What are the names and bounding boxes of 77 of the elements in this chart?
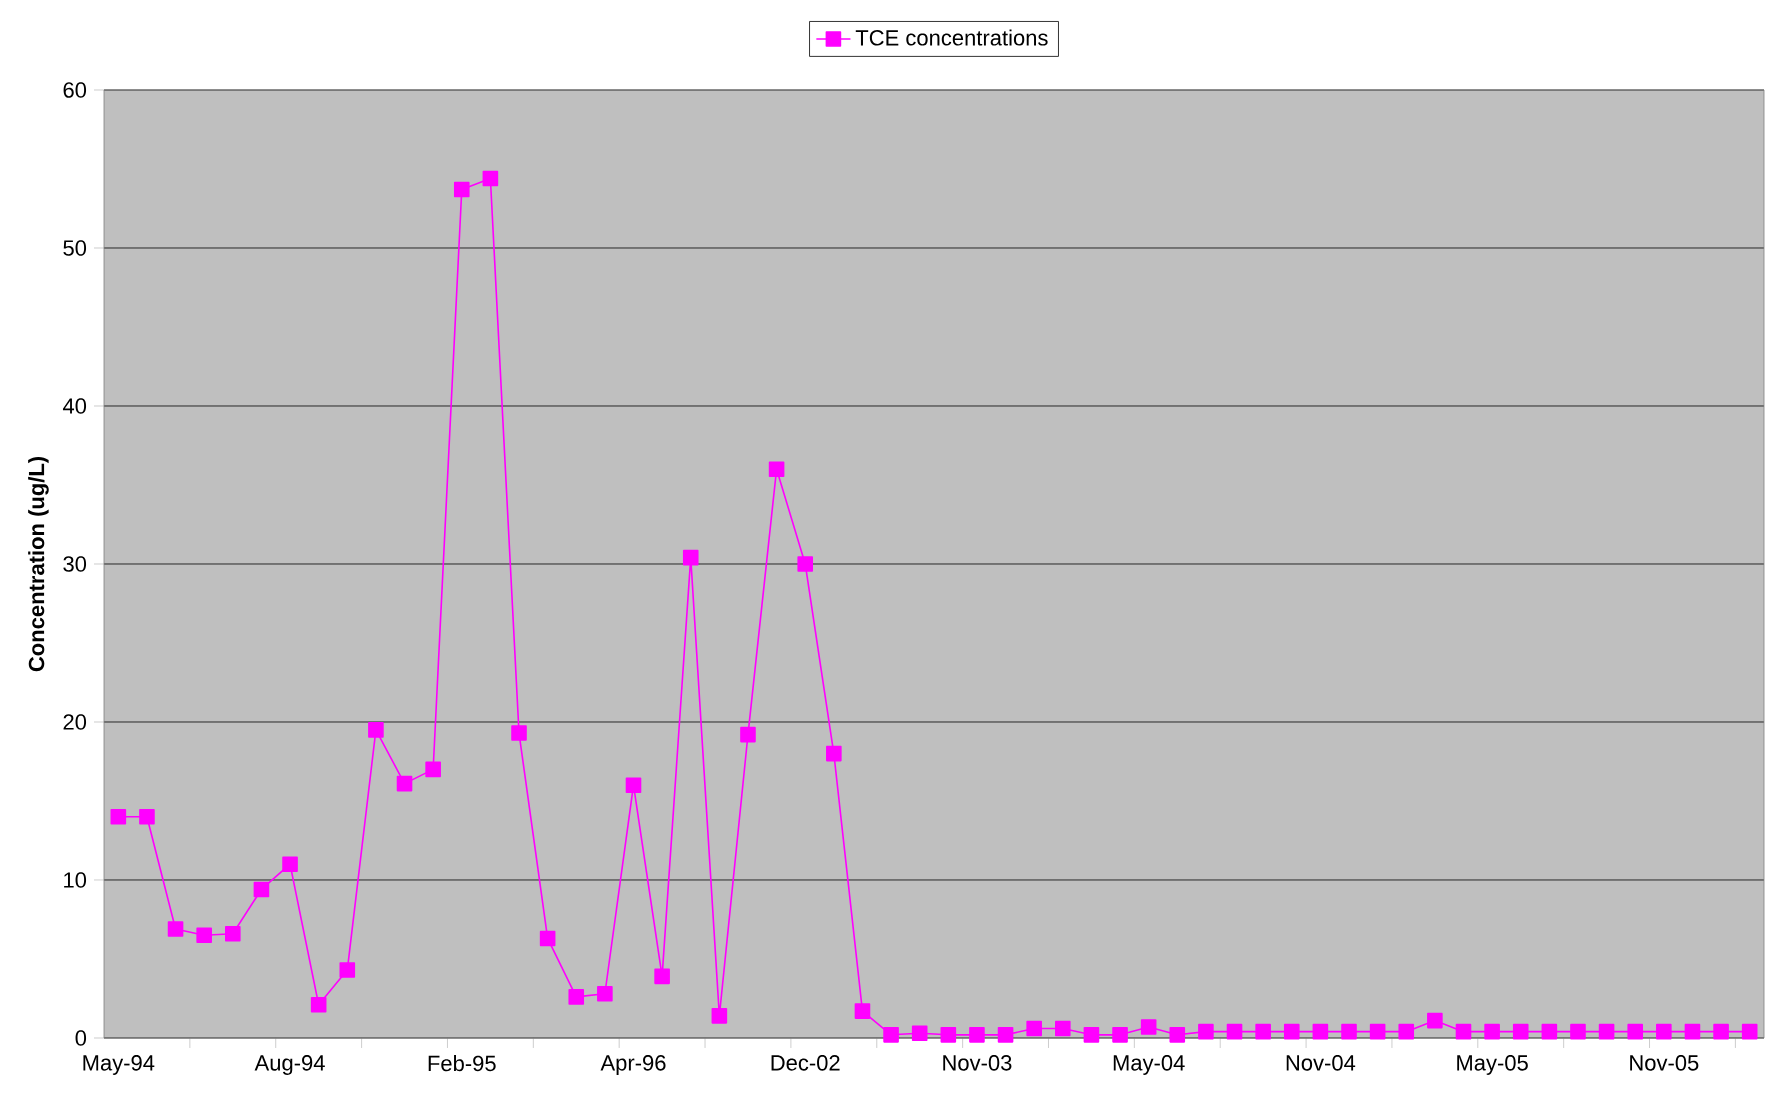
y-tick-label: 20 — [63, 714, 87, 730]
point — [539, 930, 556, 947]
point — [1112, 1027, 1128, 1043]
point — [969, 1027, 985, 1043]
point — [1398, 1023, 1415, 1040]
x-tick-label: Aug-94 — [254, 1055, 325, 1075]
point — [1512, 1023, 1529, 1040]
y-axis-title: Concentration (ug/L) — [28, 456, 49, 672]
point — [1169, 1027, 1186, 1043]
point — [425, 761, 441, 778]
point — [396, 775, 413, 792]
point — [826, 745, 842, 762]
point — [797, 556, 814, 572]
point — [1713, 1023, 1729, 1040]
point — [1226, 1023, 1243, 1040]
point — [1369, 1023, 1386, 1040]
point — [654, 968, 670, 985]
point — [911, 1025, 928, 1042]
point — [854, 1003, 871, 1019]
point — [940, 1027, 957, 1043]
y-tick-label: 40 — [62, 398, 87, 414]
point — [1341, 1023, 1357, 1040]
point — [1598, 1023, 1615, 1040]
point — [1684, 1023, 1701, 1040]
point — [1427, 1012, 1443, 1029]
x-tick-label: May-05 — [1457, 1055, 1528, 1075]
point — [253, 881, 270, 898]
point — [1312, 1023, 1329, 1040]
point — [883, 1027, 899, 1043]
point — [511, 725, 527, 741]
point — [196, 927, 212, 944]
point — [1484, 1023, 1500, 1040]
point — [1026, 1020, 1042, 1037]
y-tick-label: 0 — [75, 1030, 87, 1046]
point — [1570, 1023, 1586, 1040]
point — [1741, 1023, 1758, 1040]
point — [568, 989, 585, 1005]
point — [997, 1027, 1014, 1043]
point — [110, 808, 127, 825]
point — [740, 726, 756, 743]
point — [625, 777, 642, 793]
point — [768, 461, 785, 477]
point — [282, 856, 298, 872]
x-tick-label: Nov-03 — [943, 1055, 1012, 1071]
point — [1083, 1027, 1100, 1043]
point — [711, 1008, 728, 1024]
point — [339, 962, 356, 978]
point — [1656, 1023, 1672, 1040]
point — [1455, 1023, 1472, 1040]
point — [1198, 1023, 1214, 1040]
point — [368, 722, 384, 738]
point — [1255, 1023, 1271, 1040]
point — [682, 549, 699, 566]
point — [1055, 1020, 1071, 1037]
point — [139, 808, 155, 825]
point — [1283, 1023, 1300, 1040]
x-tick-label: Apr-96 — [600, 1055, 666, 1075]
point — [482, 170, 499, 187]
y-tick-label: 60 — [63, 82, 87, 98]
y-tick-label: 10 — [64, 872, 87, 888]
x-tick-label: Nov-05 — [1630, 1055, 1699, 1071]
x-tick-label: May-04 — [1113, 1055, 1185, 1075]
point — [225, 925, 241, 942]
x-tick-label: May-94 — [83, 1055, 155, 1075]
point — [453, 181, 470, 198]
x-tick-label: Feb-95 — [428, 1055, 496, 1072]
point — [597, 985, 613, 1002]
legend-label: TCE concentrations — [855, 29, 1048, 46]
point — [310, 997, 327, 1013]
x-tick-label: Nov-04 — [1286, 1055, 1356, 1071]
point — [1627, 1023, 1644, 1040]
x-tick-label: Dec-02 — [771, 1055, 840, 1071]
y-tick-label: 50 — [63, 240, 87, 256]
point — [1140, 1019, 1157, 1035]
point — [167, 921, 184, 937]
y-tick-label: 30 — [63, 556, 87, 572]
point — [1541, 1023, 1558, 1040]
